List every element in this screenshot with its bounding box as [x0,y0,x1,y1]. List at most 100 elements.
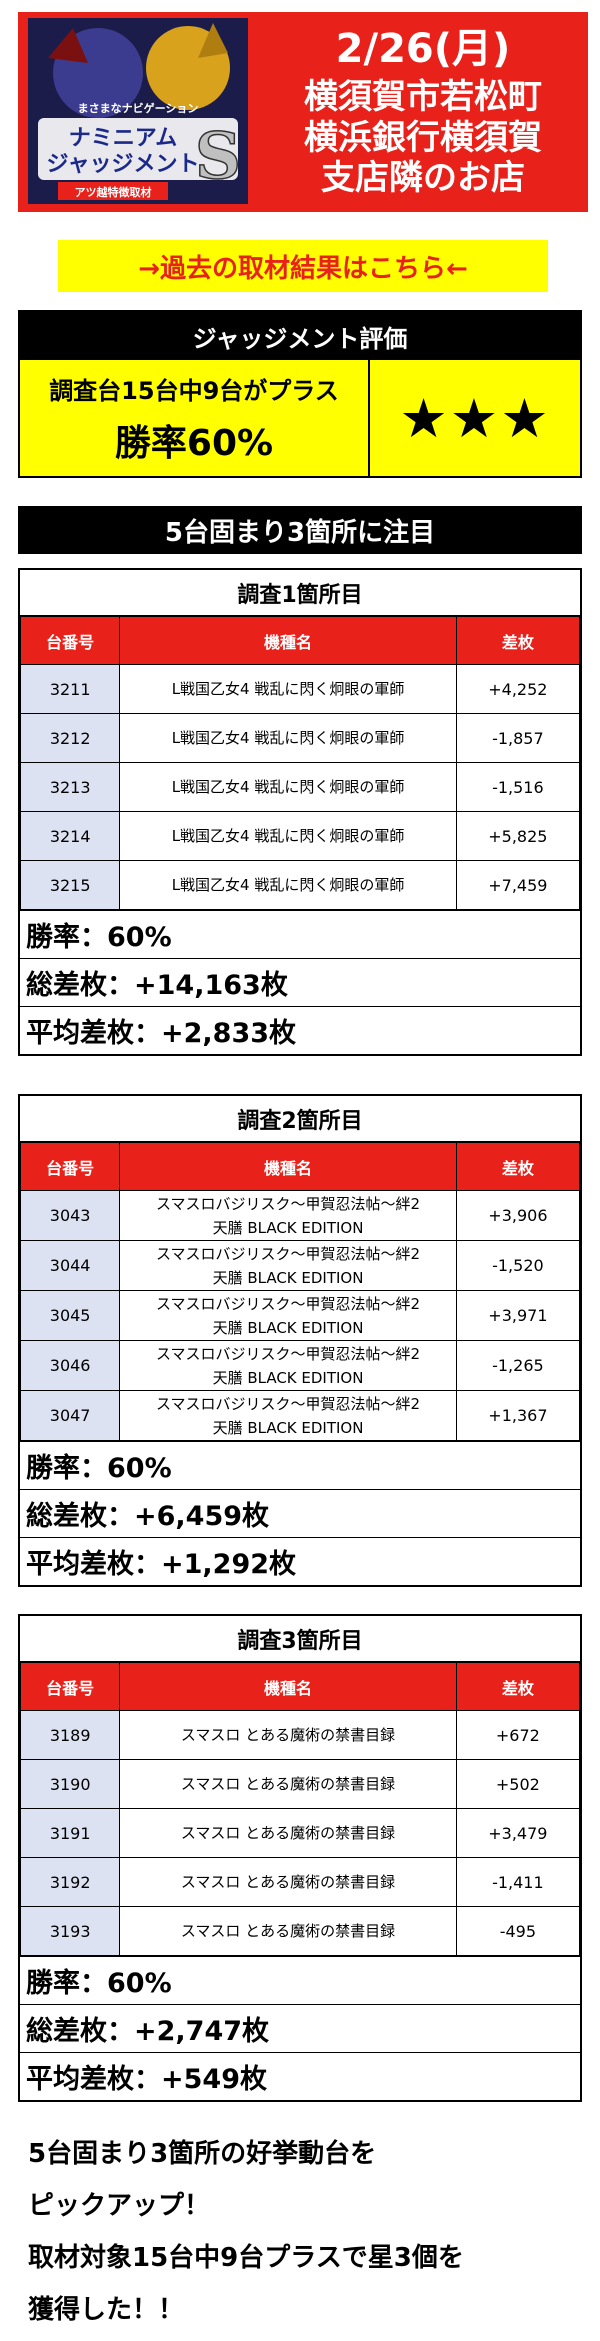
machine-name: スマスロバジリスク～甲賀忍法帖～絆2 天膳 BLACK EDITION [119,1340,457,1391]
col-diff: 差枚 [455,1662,581,1711]
table-row: 3045 スマスロバジリスク～甲賀忍法帖～絆2 天膳 BLACK EDITION … [19,1290,581,1341]
diff-value: +3,971 [455,1290,581,1341]
table-row: 3047 スマスロバジリスク～甲賀忍法帖～絆2 天膳 BLACK EDITION … [19,1390,581,1441]
table-row: 3189 スマスロ とある魔術の禁書目録 +672 [19,1710,581,1760]
machine-name: スマスロ とある魔術の禁書目録 [119,1710,457,1760]
table-row: 3192 スマスロ とある魔術の禁書目録 -1,411 [19,1857,581,1907]
machine-number: 3045 [19,1290,121,1341]
table-row: 3191 スマスロ とある魔術の禁書目録 +3,479 [19,1808,581,1858]
results-table: 台番号 機種名 差枚 3211 L戦国乙女4 戦乱に閃く炯眼の軍師 +4,252… [19,616,581,910]
table-row: 3044 スマスロバジリスク～甲賀忍法帖～絆2 天膳 BLACK EDITION … [19,1240,581,1291]
event-date: 2/26(月) [335,26,511,73]
machine-number: 3192 [19,1857,121,1907]
machine-number: 3211 [19,664,121,714]
average-diff: 平均差枚：+1,292枚 [20,1537,580,1585]
table-row: 3211 L戦国乙女4 戦乱に閃く炯眼の軍師 +4,252 [19,664,581,714]
machine-number: 3189 [19,1710,121,1760]
diff-value: -1,520 [455,1240,581,1291]
survey-section-2: 調査2箇所目 台番号 機種名 差枚 3043 スマスロバジリスク～甲賀忍法帖～絆… [18,1094,582,1587]
diff-value: -1,516 [455,762,581,812]
col-num: 台番号 [19,616,121,665]
machine-name: L戦国乙女4 戦乱に閃く炯眼の軍師 [119,762,457,812]
table-row: 3193 スマスロ とある魔術の禁書目録 -495 [19,1906,581,1956]
table-row: 3215 L戦国乙女4 戦乱に閃く炯眼の軍師 +7,459 [19,860,581,910]
machine-number: 3215 [19,860,121,910]
diff-value: +502 [455,1759,581,1809]
logo-tagline: まさまなナビゲーション [78,101,199,115]
summary-text: 5台固まり3箇所の好挙動台を ピックアップ！ 取材対象15台中9台プラスで星3個… [28,2128,588,2336]
machine-name: L戦国乙女4 戦乱に閃く炯眼の軍師 [119,664,457,714]
machine-name: スマスロ とある魔術の禁書目録 [119,1857,457,1907]
win-rate: 勝率：60% [20,1441,580,1489]
survey-section-1: 調査1箇所目 台番号 機種名 差枚 3211 L戦国乙女4 戦乱に閃く炯眼の軍師… [18,568,582,1056]
summary-line-1: 5台固まり3箇所の好挙動台を [28,2139,377,2169]
machine-number: 3046 [19,1340,121,1391]
table-row: 3212 L戦国乙女4 戦乱に閃く炯眼の軍師 -1,857 [19,713,581,763]
machine-name: スマスロバジリスク～甲賀忍法帖～絆2 天膳 BLACK EDITION [119,1190,457,1241]
diff-value: +3,906 [455,1190,581,1241]
machine-number: 3047 [19,1390,121,1441]
section-title: 調査2箇所目 [20,1096,580,1142]
evaluation-result: 調査台15台中9台がプラス 勝率60% [20,360,370,476]
star-rating: ★★★ [370,360,580,476]
header-banner: まさまなナビゲーション ナミニアム ジャッジメント S アツ越特徴取材 2/26… [18,12,588,212]
summary-line-4: 獲得した！！ [28,2295,185,2325]
results-table: 台番号 機種名 差枚 3043 スマスロバジリスク～甲賀忍法帖～絆2 天膳 BLA… [19,1142,581,1441]
machine-number: 3044 [19,1240,121,1291]
machine-number: 3191 [19,1808,121,1858]
table-row: 3213 L戦国乙女4 戦乱に閃く炯眼の軍師 -1,516 [19,762,581,812]
diff-value: +1,367 [455,1390,581,1441]
location-line-2: 横浜銀行横須賀 [304,117,542,158]
premium-judgment-logo: まさまなナビゲーション ナミニアム ジャッジメント S アツ越特徴取材 [18,12,258,212]
diff-value: +4,252 [455,664,581,714]
total-diff: 総差枚：+14,163枚 [20,958,580,1006]
diff-value: -1,411 [455,1857,581,1907]
past-results-link[interactable]: →過去の取材結果はこちら← [58,240,548,292]
section-title: 調査1箇所目 [20,570,580,616]
table-row: 3043 スマスロバジリスク～甲賀忍法帖～絆2 天膳 BLACK EDITION … [19,1190,581,1241]
machine-name: L戦国乙女4 戦乱に閃く炯眼の軍師 [119,811,457,861]
col-diff: 差枚 [455,1142,581,1191]
machine-name: スマスロ とある魔術の禁書目録 [119,1808,457,1858]
col-machine: 機種名 [119,1142,457,1191]
evaluation-line1: 調査台15台中9台がプラス [49,376,339,405]
diff-value: -1,265 [455,1340,581,1391]
total-diff: 総差枚：+2,747枚 [20,2004,580,2052]
col-num: 台番号 [19,1142,121,1191]
col-machine: 機種名 [119,616,457,665]
evaluation-title: ジャッジメント評価 [20,312,580,360]
focus-heading: 5台固まり3箇所に注目 [18,506,582,554]
table-row: 3214 L戦国乙女4 戦乱に閃く炯眼の軍師 +5,825 [19,811,581,861]
results-table: 台番号 機種名 差枚 3189 スマスロ とある魔術の禁書目録 +672 319… [19,1662,581,1956]
machine-name: スマスロバジリスク～甲賀忍法帖～絆2 天膳 BLACK EDITION [119,1390,457,1441]
machine-name: スマスロバジリスク～甲賀忍法帖～絆2 天膳 BLACK EDITION [119,1240,457,1291]
col-num: 台番号 [19,1662,121,1711]
average-diff: 平均差枚：+2,833枚 [20,1006,580,1054]
machine-number: 3193 [19,1906,121,1956]
machine-name: スマスロバジリスク～甲賀忍法帖～絆2 天膳 BLACK EDITION [119,1290,457,1341]
judgment-evaluation: ジャッジメント評価 調査台15台中9台がプラス 勝率60% ★★★ [18,310,582,478]
machine-number: 3213 [19,762,121,812]
location-line-1: 横須賀市若松町 [304,77,542,118]
machine-number: 3212 [19,713,121,763]
col-diff: 差枚 [455,616,581,665]
machine-name: L戦国乙女4 戦乱に閃く炯眼の軍師 [119,860,457,910]
machine-number: 3043 [19,1190,121,1241]
diff-value: +672 [455,1710,581,1760]
machine-name: スマスロ とある魔術の禁書目録 [119,1906,457,1956]
header-info: 2/26(月) 横須賀市若松町 横浜銀行横須賀 支店隣のお店 [258,12,588,212]
logo-sub: アツ越特徴取材 [75,185,152,199]
diff-value: -495 [455,1906,581,1956]
machine-number: 3214 [19,811,121,861]
table-row: 3190 スマスロ とある魔術の禁書目録 +502 [19,1759,581,1809]
machine-number: 3190 [19,1759,121,1809]
win-rate: 勝率：60% [20,910,580,958]
total-diff: 総差枚：+6,459枚 [20,1489,580,1537]
table-row: 3046 スマスロバジリスク～甲賀忍法帖～絆2 天膳 BLACK EDITION … [19,1340,581,1391]
diff-value: -1,857 [455,713,581,763]
diff-value: +3,479 [455,1808,581,1858]
section-title: 調査3箇所目 [20,1616,580,1662]
evaluation-win-rate: 勝率60% [114,422,274,464]
logo-art: まさまなナビゲーション ナミニアム ジャッジメント S アツ越特徴取材 [28,18,248,204]
diff-value: +5,825 [455,811,581,861]
